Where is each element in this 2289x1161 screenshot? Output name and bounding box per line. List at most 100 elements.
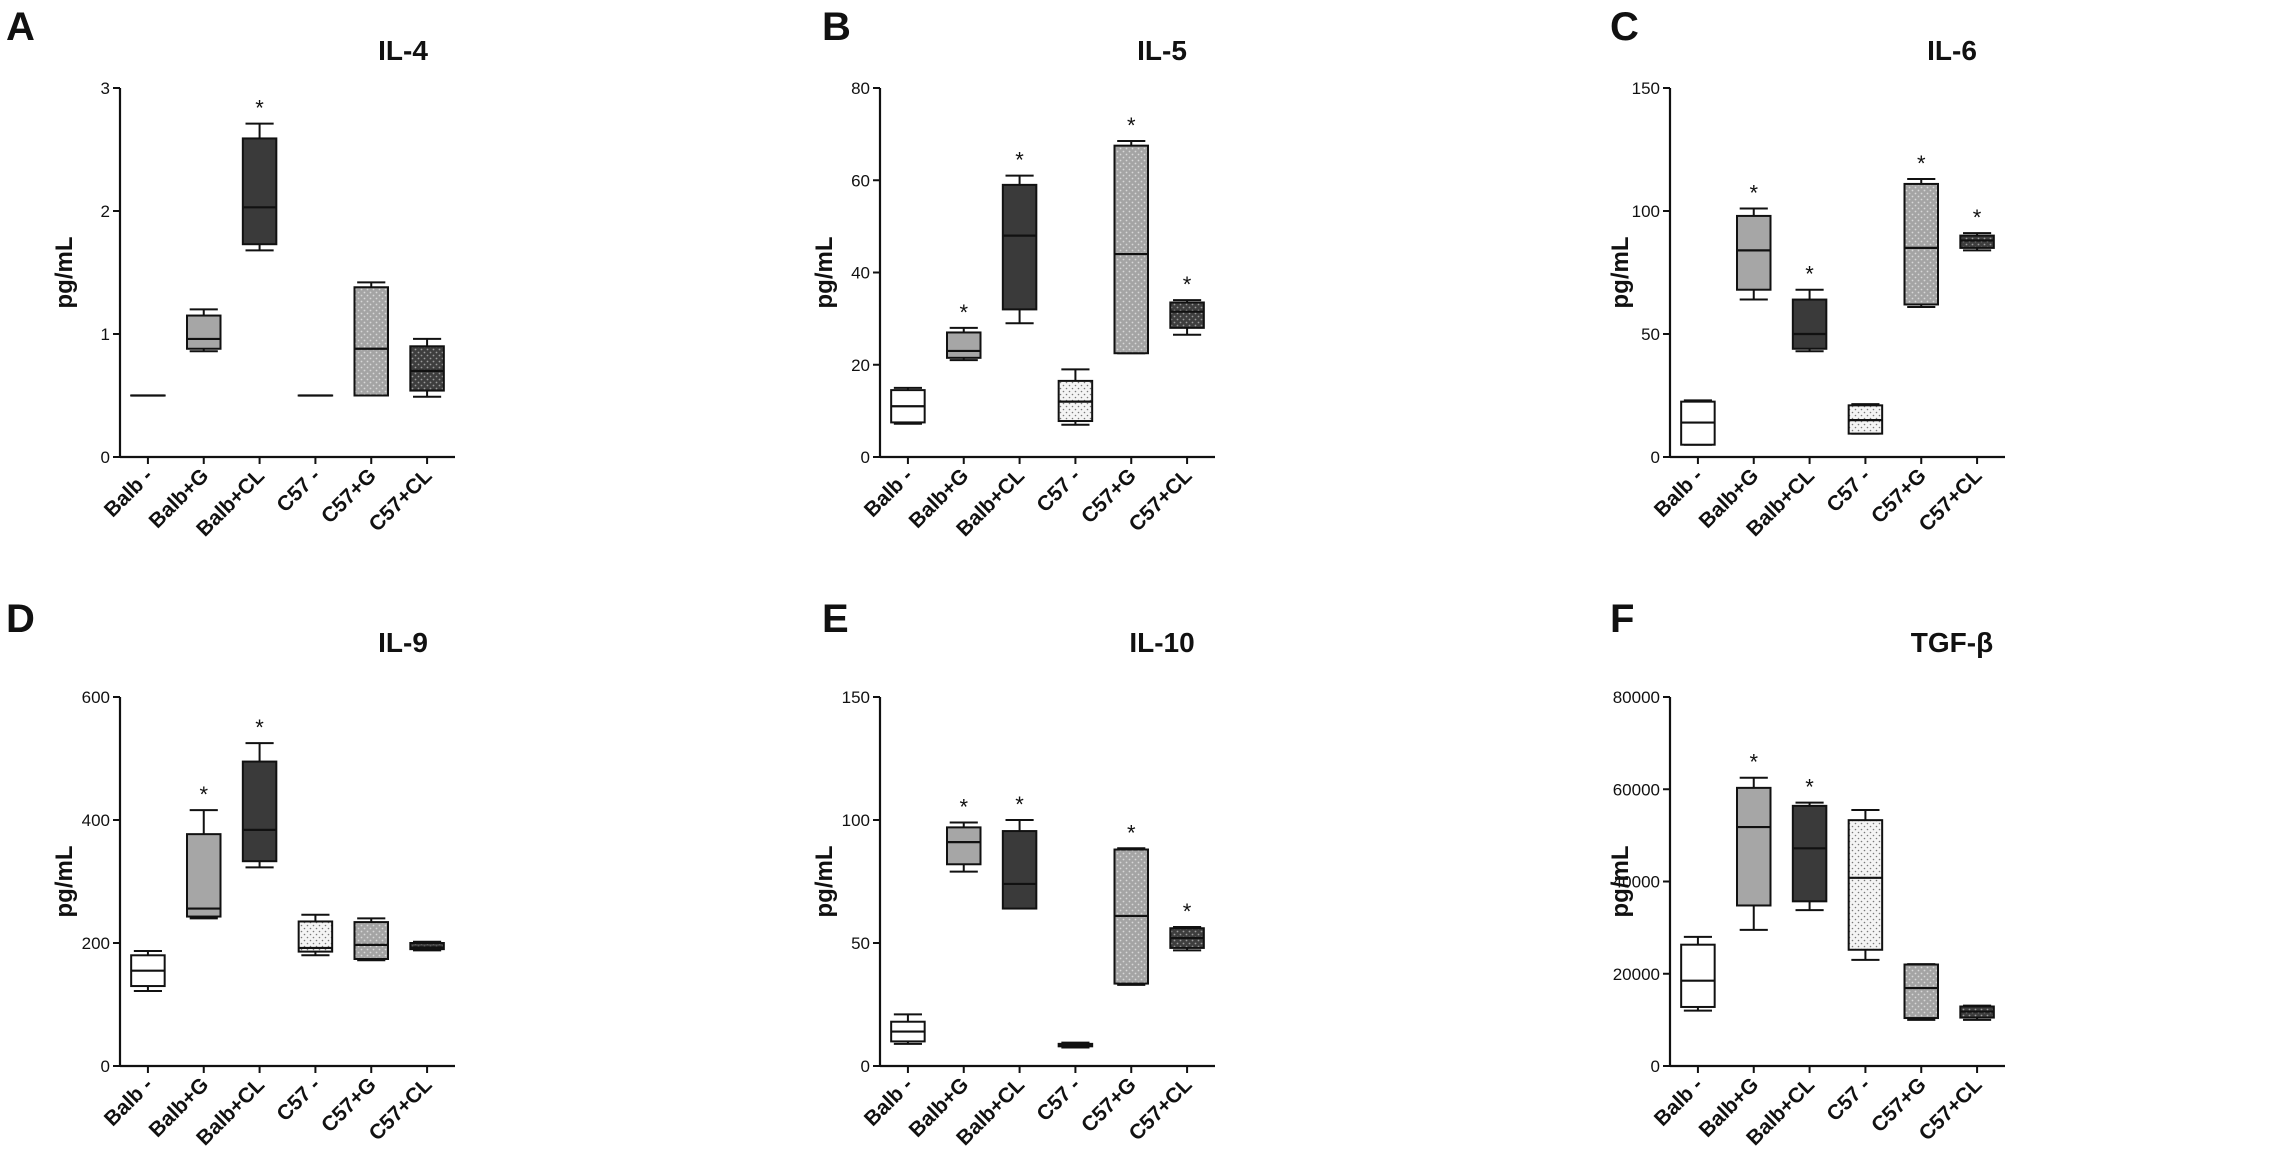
significance-marker: * — [1917, 151, 1926, 176]
box-body — [186, 314, 222, 350]
box-body — [1791, 804, 1828, 903]
category-label: C57 - — [272, 1073, 325, 1126]
category-label: C57+CL — [1915, 464, 1987, 536]
box-body — [353, 286, 389, 397]
box-body — [297, 920, 334, 953]
category-label: C57+CL — [365, 464, 437, 536]
category-label: C57 - — [1032, 1073, 1085, 1126]
y-tick-label: 0 — [861, 1057, 870, 1076]
y-tick-label: 80000 — [1613, 688, 1660, 707]
significance-marker: * — [1015, 792, 1024, 817]
box-6 — [1959, 1004, 1995, 1021]
box-1 — [1680, 935, 1716, 1012]
category-label: C57+CL — [365, 1073, 437, 1145]
panel-letter: F — [1610, 597, 1634, 641]
y-axis-label: pg/mL — [1607, 846, 1634, 918]
y-tick-label: 150 — [842, 688, 870, 707]
box-body — [241, 137, 278, 246]
panel-letter: C — [1610, 5, 1639, 49]
y-tick-label: 20 — [851, 356, 870, 375]
box-3: * — [1001, 792, 1038, 910]
box-2 — [186, 308, 222, 353]
panel-letter: A — [6, 5, 35, 49]
box-body — [409, 942, 445, 951]
box-1 — [1680, 399, 1716, 446]
significance-marker: * — [1973, 205, 1982, 230]
box-3: * — [241, 715, 278, 869]
box-4 — [1847, 403, 1884, 435]
box-1 — [130, 949, 166, 992]
box-body — [946, 826, 982, 866]
box-body — [409, 345, 445, 392]
category-label: C57+CL — [1915, 1073, 1987, 1145]
category-label: C57 - — [1822, 1073, 1875, 1126]
box-5 — [353, 917, 389, 962]
y-tick-label: 50 — [851, 934, 870, 953]
y-axis-label: pg/mL — [811, 237, 838, 309]
y-tick-label: 150 — [1632, 79, 1660, 98]
y-axis-label: pg/mL — [811, 846, 838, 918]
panel-letter: E — [822, 597, 849, 641]
box-5: * — [1903, 151, 1939, 308]
box-5 — [353, 281, 389, 397]
box-4 — [1847, 809, 1884, 961]
box-2: * — [946, 300, 982, 362]
category-label: C57 - — [1822, 464, 1875, 517]
box-2: * — [1736, 181, 1772, 301]
box-1 — [890, 386, 926, 425]
significance-marker: * — [1183, 899, 1192, 924]
box-body — [946, 331, 982, 359]
y-tick-label: 80 — [851, 79, 870, 98]
box-body — [1680, 943, 1716, 1008]
box-body — [1903, 182, 1939, 306]
chart-title: TGF-β — [1911, 627, 1993, 658]
chart-title: IL-5 — [1137, 35, 1187, 66]
y-tick-label: 2 — [101, 202, 110, 221]
significance-marker: * — [199, 782, 208, 807]
y-tick-label: 0 — [861, 448, 870, 467]
y-tick-label: 0 — [101, 448, 110, 467]
significance-marker: * — [959, 794, 968, 819]
y-tick-label: 50 — [1641, 325, 1660, 344]
box-3: * — [1791, 262, 1828, 353]
box-body — [1791, 298, 1828, 350]
y-axis-label: pg/mL — [51, 237, 78, 309]
box-body — [353, 921, 389, 960]
box-body — [1736, 214, 1772, 291]
y-tick-label: 1 — [101, 325, 110, 344]
y-tick-label: 200 — [82, 934, 110, 953]
category-label: C57 - — [272, 464, 325, 517]
significance-marker: * — [1749, 750, 1758, 775]
panel-letter: D — [6, 597, 35, 641]
box-6: * — [1169, 272, 1205, 336]
box-5: * — [1113, 820, 1149, 986]
box-4 — [1057, 1041, 1094, 1049]
box-6: * — [1169, 899, 1205, 952]
y-tick-label: 40 — [851, 264, 870, 283]
y-tick-label: 0 — [1651, 448, 1660, 467]
y-tick-label: 100 — [842, 811, 870, 830]
box-3: * — [1791, 775, 1828, 912]
box-3: * — [1001, 148, 1038, 325]
box-body — [1903, 963, 1939, 1020]
y-tick-label: 60 — [851, 171, 870, 190]
chart-title: IL-9 — [378, 627, 428, 658]
box-1 — [890, 1013, 926, 1045]
box-body — [241, 760, 278, 863]
category-label: C57 - — [1032, 464, 1085, 517]
significance-marker: * — [1805, 262, 1814, 287]
significance-marker: * — [1805, 775, 1814, 800]
box-3: * — [241, 96, 278, 252]
y-axis-label: pg/mL — [1607, 237, 1634, 309]
box-2: * — [186, 782, 222, 920]
box-body — [1959, 234, 1995, 249]
box-body — [1169, 301, 1205, 329]
box-5 — [1903, 963, 1939, 1021]
box-2: * — [946, 794, 982, 873]
box-5: * — [1113, 113, 1149, 355]
significance-marker: * — [255, 96, 264, 121]
category-label: C57+CL — [1125, 1073, 1197, 1145]
